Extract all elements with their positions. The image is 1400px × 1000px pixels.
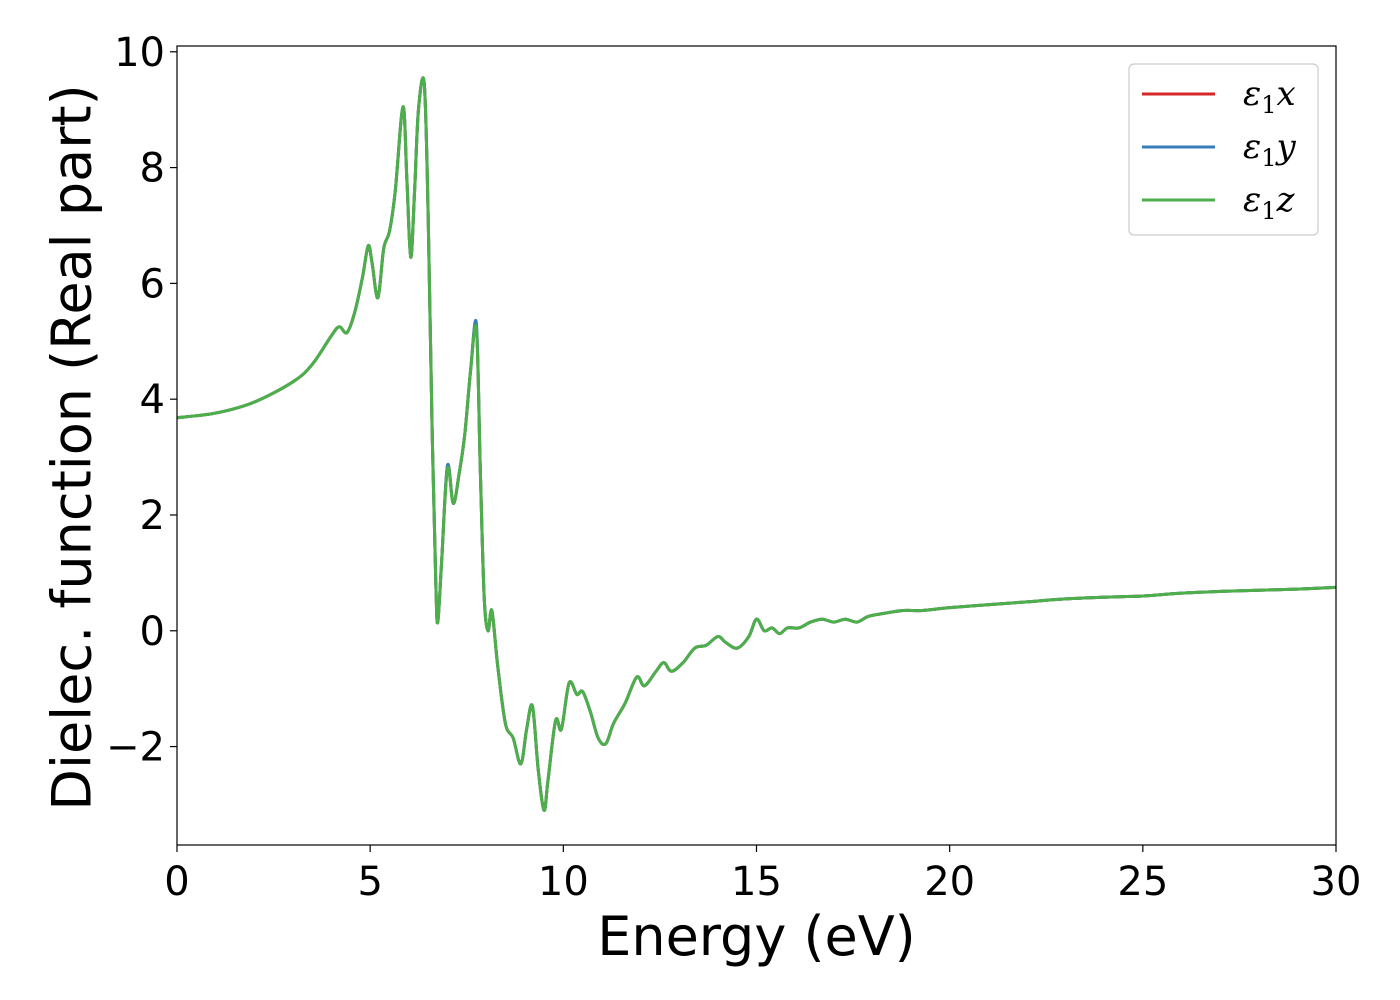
x-axis-label: Energy (eV): [597, 905, 916, 968]
legend-axis-letter: x: [1277, 74, 1296, 114]
y-tick-label: 4: [140, 377, 165, 423]
legend-epsilon: ε: [1243, 127, 1261, 167]
legend-label: ε1x: [1243, 74, 1296, 119]
y-tick-label: −2: [106, 725, 165, 771]
legend-axis-letter: z: [1276, 180, 1296, 220]
legend-label: ε1y: [1243, 127, 1297, 172]
y-tick-label: 2: [140, 493, 165, 539]
legend-subscript: 1: [1261, 91, 1276, 119]
x-tick-label: 10: [538, 859, 589, 905]
x-axis: 0 5 10 15 20 25 30: [164, 845, 1361, 905]
legend-axis-letter: y: [1275, 127, 1297, 167]
series-line-3: [177, 76, 1336, 812]
y-axis: −2 0 2 4 6 8 10: [106, 30, 177, 771]
y-tick-label: 10: [114, 30, 165, 76]
y-tick-label: 6: [140, 261, 165, 307]
series-layer: [177, 76, 1336, 812]
x-tick-label: 0: [164, 859, 189, 905]
x-tick-label: 20: [924, 859, 975, 905]
legend-box: [1128, 63, 1319, 236]
y-axis-label: Dielec. function (Real part): [41, 84, 104, 810]
legend-subscript: 1: [1261, 144, 1276, 172]
x-tick-label: 15: [731, 859, 782, 905]
legend-epsilon: ε: [1243, 180, 1261, 220]
legend-epsilon: ε: [1243, 74, 1261, 114]
x-tick-label: 30: [1311, 859, 1362, 905]
x-tick-label: 25: [1117, 859, 1168, 905]
y-tick-label: 8: [140, 146, 165, 192]
legend-subscript: 1: [1261, 197, 1276, 225]
legend-label: ε1z: [1243, 180, 1296, 225]
y-tick-label: 0: [140, 609, 165, 655]
x-tick-label: 5: [357, 859, 382, 905]
